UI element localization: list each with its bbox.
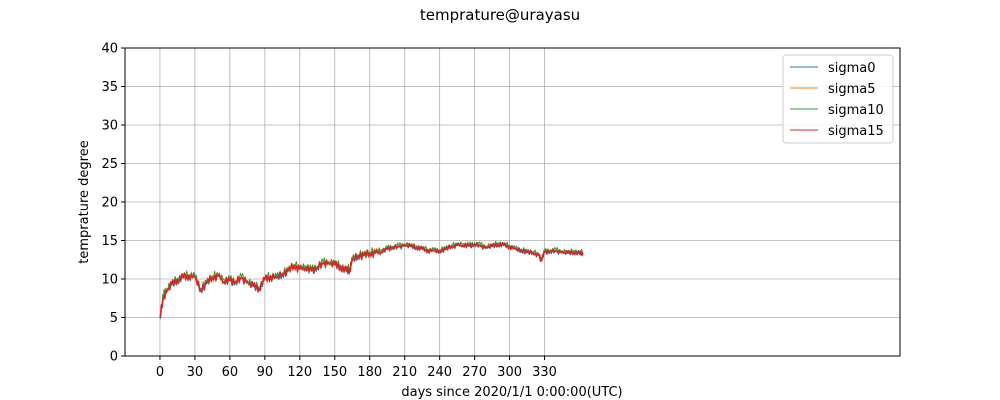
y-tick-label: 25 [101, 157, 118, 172]
legend-label: sigma0 [828, 61, 876, 76]
legend: sigma0 sigma5 sigma10 sigma15 [782, 54, 894, 144]
x-tick-label: 270 [462, 365, 487, 380]
chart-title: temprature@urayasu [420, 6, 580, 24]
x-tick-label: 210 [392, 365, 417, 380]
legend-label: sigma15 [828, 124, 884, 139]
y-tick-label: 40 [101, 42, 118, 57]
x-tick-label: 60 [222, 365, 239, 380]
axis-ticks: 0 30 60 90 120 150 180 210 240 270 300 330 0 5 10 15 20 2… [101, 42, 557, 381]
y-tick-label: 30 [101, 119, 118, 134]
x-tick-label: 180 [357, 365, 382, 380]
series-lines [159, 240, 584, 320]
y-tick-label: 20 [101, 196, 118, 211]
x-tick-label: 240 [427, 365, 452, 380]
y-axis-label: temprature degree [77, 140, 92, 263]
y-tick-label: 5 [110, 311, 118, 326]
legend-box [782, 54, 894, 144]
x-axis-label: days since 2020/1/1 0:00:00(UTC) [401, 385, 622, 400]
legend-label: sigma10 [828, 103, 884, 118]
y-tick-label: 15 [101, 234, 118, 249]
x-tick-label: 0 [156, 365, 164, 380]
y-tick-label: 10 [101, 273, 118, 288]
series-line-sigma15 [159, 241, 584, 318]
legend-items: sigma0 sigma5 sigma10 sigma15 [790, 61, 884, 139]
x-tick-label: 330 [532, 365, 557, 380]
x-tick-label: 120 [287, 365, 312, 380]
y-tick-label: 0 [110, 350, 118, 365]
y-tick-label: 35 [101, 80, 118, 95]
x-tick-label: 150 [322, 365, 347, 380]
x-tick-label: 90 [257, 365, 274, 380]
legend-label: sigma5 [828, 82, 876, 97]
x-tick-label: 300 [497, 365, 522, 380]
x-tick-label: 30 [187, 365, 204, 380]
